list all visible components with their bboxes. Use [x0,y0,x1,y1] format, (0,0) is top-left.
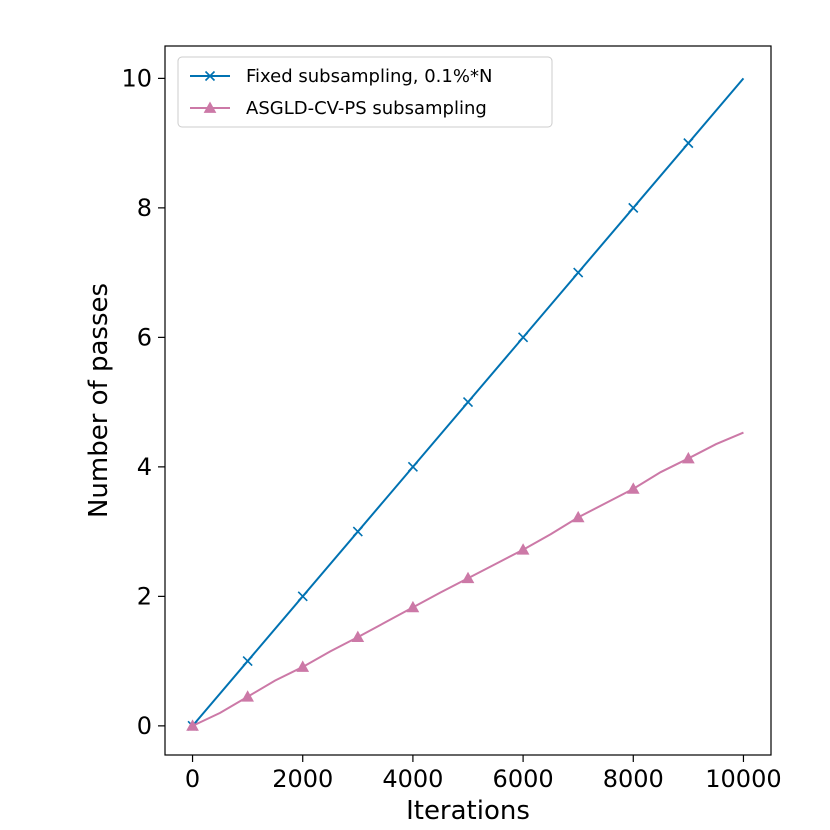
data-point-marker [203,101,217,113]
data-point-marker [297,591,308,602]
legend-item-0: Fixed subsampling, 0.1%*N [190,66,492,87]
x-tick-label: 10000 [705,765,781,793]
legend-item-1: ASGLD-CV-PS subsampling [190,98,487,119]
y-tick-label: 8 [137,194,152,222]
legend-label: ASGLD-CV-PS subsampling [246,98,487,119]
x-axis-label: Iterations [406,796,530,826]
y-tick-label: 0 [137,712,152,740]
legend: Fixed subsampling, 0.1%*N ASGLD-CV-PS sub… [177,56,553,128]
data-point-marker [628,202,639,213]
data-point-marker [573,267,584,278]
x-tick-label: 0 [185,765,200,793]
data-point-marker [186,719,199,731]
series-0 [187,77,745,731]
data-point-marker [461,571,475,584]
x-tick-label: 6000 [493,765,554,793]
x-tick-label: 4000 [382,765,443,793]
plot-frame [164,45,772,756]
y-tick-label: 2 [137,582,152,610]
y-tick-label: 4 [137,453,152,481]
data-point-marker [683,138,694,149]
y-axis-label: Number of passes [84,283,114,518]
data-point-marker [516,543,530,555]
legend-label: Fixed subsampling, 0.1%*N [246,66,492,87]
data-point-marker [204,70,216,82]
series-1 [186,431,744,731]
data-point-marker [351,630,365,643]
x-tick-label: 8000 [603,765,664,793]
legend-box [177,56,553,128]
data-point-marker [242,656,253,667]
series-group [186,77,745,731]
data-point-marker [462,397,474,408]
data-point-marker [296,660,310,672]
data-point-marker [571,510,585,523]
y-tick-label: 10 [121,64,152,92]
axis-ticks: 0 2000 4000 6000 8000 10000 0 2 4 6 8 10 [121,64,781,793]
x-tick-label: 2000 [272,765,333,793]
data-point-marker [407,461,418,472]
data-point-marker [241,690,254,702]
data-point-marker [352,526,363,537]
data-point-marker [626,482,640,494]
data-point-marker [406,600,420,613]
data-point-marker [682,451,695,464]
y-tick-label: 6 [137,323,152,351]
data-point-marker [518,332,529,343]
